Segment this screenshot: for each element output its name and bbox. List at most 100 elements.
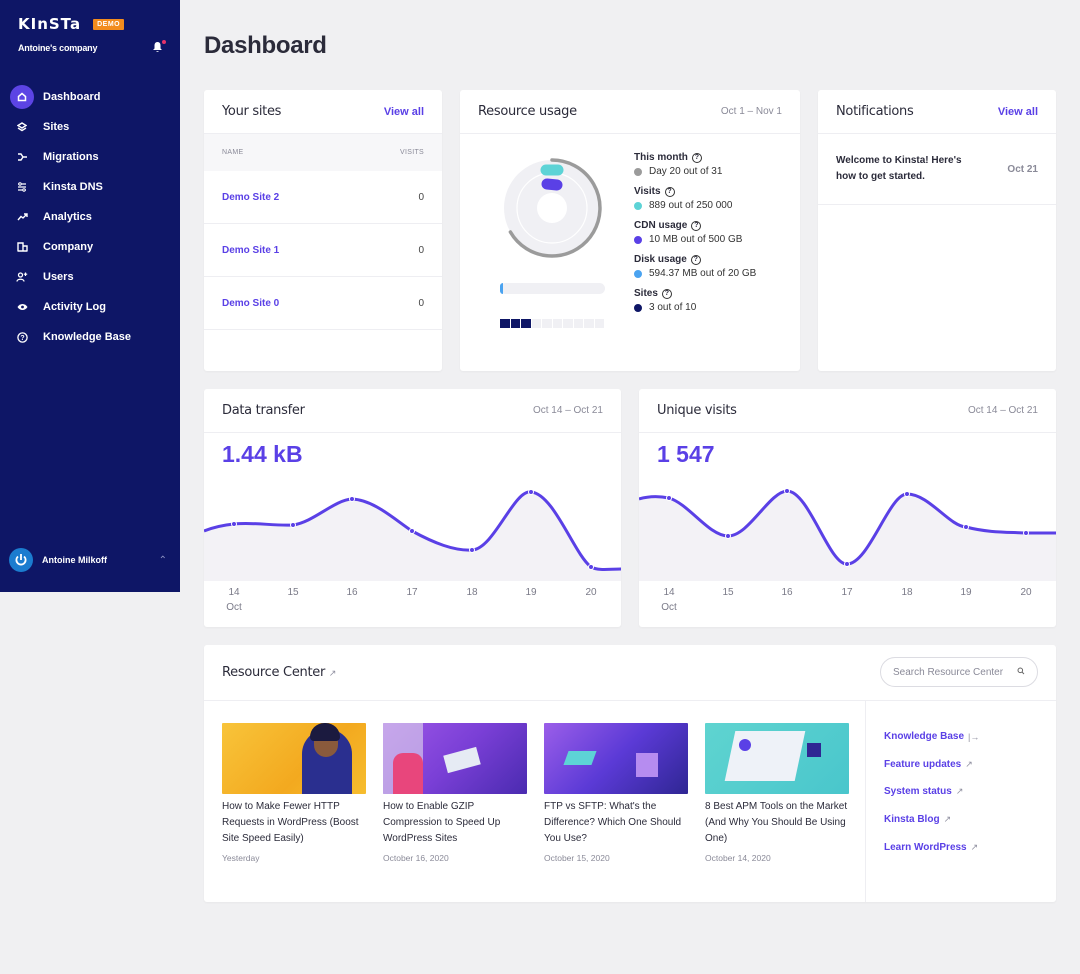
notifications-card: Notifications View all Welcome to Kinsta… xyxy=(818,90,1056,371)
x-tick: 15 xyxy=(287,587,299,598)
search-icon[interactable] xyxy=(1017,667,1025,678)
resource-center-search[interactable]: Search Resource Center xyxy=(880,657,1038,687)
data-transfer-total: 1.44 kB xyxy=(222,441,303,467)
user-menu[interactable]: Antoine Milkoff ⌃ xyxy=(9,548,171,572)
bell-icon[interactable] xyxy=(152,40,166,52)
legend-title: CDN usage xyxy=(634,220,688,231)
site-link[interactable]: Demo Site 0 xyxy=(222,297,280,309)
legend-value: 3 out of 10 xyxy=(649,302,697,313)
notification-text: Welcome to Kinsta! Here's how to get sta… xyxy=(836,155,962,182)
help-icon[interactable]: ? xyxy=(664,186,675,197)
unique-visits-chart xyxy=(639,488,1056,581)
arrow-right-icon: |→ xyxy=(968,731,980,742)
divider xyxy=(865,701,866,902)
legend-value: Day 20 out of 31 xyxy=(649,166,723,177)
legend-value: 889 out of 250 000 xyxy=(649,200,733,211)
view-all-notifications-link[interactable]: View all xyxy=(997,105,1038,118)
learn-wordpress-link[interactable]: Learn WordPress ↗ xyxy=(884,841,979,853)
kinsta-blog-link[interactable]: Kinsta Blog ↗ xyxy=(884,814,952,826)
card-title: Notifications xyxy=(836,104,914,119)
article-card[interactable]: How to Make Fewer HTTP Requests in WordP… xyxy=(222,723,366,863)
table-row[interactable]: Demo Site 2 0 xyxy=(204,171,442,224)
unique-visits-total: 1 547 xyxy=(657,441,715,467)
article-thumbnail[interactable] xyxy=(705,723,849,794)
dns-icon xyxy=(10,175,34,199)
feature-updates-link[interactable]: Feature updates ↗ xyxy=(884,758,973,770)
date-range: Oct 14 – Oct 21 xyxy=(532,405,603,416)
article-thumbnail[interactable] xyxy=(544,723,688,794)
site-link[interactable]: Demo Site 2 xyxy=(222,191,280,203)
help-circle-icon: ? xyxy=(10,325,34,349)
system-status-link[interactable]: System status ↗ xyxy=(884,786,964,798)
notification-item[interactable]: Welcome to Kinsta! Here's how to get sta… xyxy=(818,134,1056,205)
x-tick: 20 xyxy=(1020,587,1032,598)
card-title: Unique visits xyxy=(657,403,737,418)
help-icon[interactable]: ? xyxy=(690,254,701,265)
sidebar-item-sites[interactable]: Sites xyxy=(10,112,170,142)
card-header: Unique visits Oct 14 – Oct 21 xyxy=(639,389,1056,433)
article-title[interactable]: How to Enable GZIP Compression to Speed … xyxy=(383,801,501,844)
brand: KInSTa DEMO xyxy=(18,15,125,33)
x-tick: 16 xyxy=(781,587,793,598)
x-tick: 20 xyxy=(585,587,597,598)
table-row[interactable]: Demo Site 0 0 xyxy=(204,277,442,330)
legend-value: 594.37 MB out of 20 GB xyxy=(649,268,757,279)
help-icon[interactable]: ? xyxy=(691,152,702,163)
article-card[interactable]: How to Enable GZIP Compression to Speed … xyxy=(383,723,527,863)
article-card[interactable]: 8 Best APM Tools on the Market (And Why … xyxy=(705,723,849,863)
article-title[interactable]: 8 Best APM Tools on the Market (And Why … xyxy=(705,801,848,844)
legend-dot xyxy=(634,201,642,210)
help-icon[interactable]: ? xyxy=(661,288,672,299)
legend-value: 10 MB out of 500 GB xyxy=(649,234,743,245)
unique-visits-card: Unique visits Oct 14 – Oct 21 1 547 14 Oc… xyxy=(639,389,1056,627)
sites-usage-blocks xyxy=(500,319,604,328)
page-title: Dashboard xyxy=(204,32,327,59)
view-all-sites-link[interactable]: View all xyxy=(383,105,424,118)
x-tick: 14 Oct xyxy=(661,587,677,613)
chevron-up-icon[interactable]: ⌃ xyxy=(158,554,167,566)
legend-dot xyxy=(634,269,642,278)
article-title[interactable]: How to Make Fewer HTTP Requests in WordP… xyxy=(222,801,359,844)
help-icon[interactable]: ? xyxy=(691,220,702,231)
company-switcher[interactable]: Antoine's company xyxy=(18,43,98,53)
x-axis: 14 Oct 15 16 17 18 19 20 xyxy=(639,587,1056,627)
legend-title: Disk usage xyxy=(634,254,687,265)
card-header: Your sites View all xyxy=(204,90,442,134)
x-tick: 18 xyxy=(901,587,913,598)
external-link-icon: ↗ xyxy=(328,669,337,679)
legend-dot xyxy=(634,235,642,244)
usage-radial-chart xyxy=(504,158,602,258)
sidebar-item-kinsta-dns[interactable]: Kinsta DNS xyxy=(10,172,170,202)
sidebar-item-dashboard[interactable]: Dashboard xyxy=(10,82,170,112)
article-thumbnail[interactable] xyxy=(222,723,366,794)
sidebar-item-activity-log[interactable]: Activity Log xyxy=(10,292,170,322)
sidebar-item-knowledge-base[interactable]: ? Knowledge Base xyxy=(10,322,170,352)
sidebar-item-users[interactable]: Users xyxy=(10,262,170,292)
x-tick: 16 xyxy=(346,587,358,598)
sidebar-item-analytics[interactable]: Analytics xyxy=(10,202,170,232)
resource-center-title[interactable]: Resource Center ↗ xyxy=(222,665,337,680)
add-user-icon xyxy=(10,265,34,289)
article-title[interactable]: FTP vs SFTP: What's the Difference? Whic… xyxy=(544,801,682,844)
external-link-icon: ↗ xyxy=(965,758,973,769)
x-tick: 19 xyxy=(960,587,972,598)
article-thumbnail[interactable] xyxy=(383,723,527,794)
site-link[interactable]: Demo Site 1 xyxy=(222,244,280,256)
article-card[interactable]: FTP vs SFTP: What's the Difference? Whic… xyxy=(544,723,688,863)
external-link-icon: ↗ xyxy=(970,841,979,852)
x-axis: 14 Oct 15 16 17 18 19 20 xyxy=(204,587,621,627)
knowledge-base-link[interactable]: Knowledge Base |→ xyxy=(884,731,980,743)
kinsta-logo[interactable]: KInSTa xyxy=(18,15,82,33)
sidebar-item-migrations[interactable]: Migrations xyxy=(10,142,170,172)
demo-badge: DEMO xyxy=(93,18,125,30)
card-title: Data transfer xyxy=(222,403,305,418)
resource-usage-card: Resource usage Oct 1 – Nov 1 This month?… xyxy=(460,90,800,371)
legend-dot xyxy=(634,167,642,176)
data-transfer-chart xyxy=(204,489,621,581)
card-header: Notifications View all xyxy=(818,90,1056,134)
usage-legend: This month? Day 20 out of 31 Visits? 889… xyxy=(634,152,756,322)
search-input[interactable]: Search Resource Center xyxy=(893,666,1004,678)
sidebar-item-company[interactable]: Company xyxy=(10,232,170,262)
legend-dot xyxy=(634,303,642,312)
table-row[interactable]: Demo Site 1 0 xyxy=(204,224,442,277)
